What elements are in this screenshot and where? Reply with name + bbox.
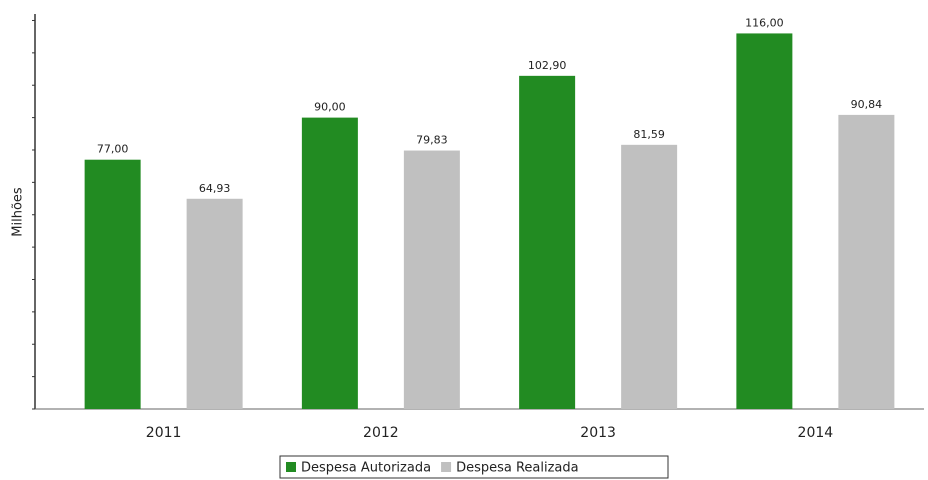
x-tick-label: 2011 xyxy=(146,425,182,441)
bar xyxy=(84,159,141,409)
value-label: 79,83 xyxy=(416,134,448,147)
legend-label: Despesa Realizada xyxy=(456,461,579,476)
value-label: 102,90 xyxy=(528,59,567,72)
value-label: 77,00 xyxy=(97,143,129,156)
legend-label: Despesa Autorizada xyxy=(301,461,431,476)
legend-box xyxy=(279,455,669,479)
x-tick-label: 2012 xyxy=(363,425,399,441)
legend-swatch xyxy=(286,462,296,472)
legend-swatch xyxy=(441,462,452,472)
bar xyxy=(403,150,460,410)
bar xyxy=(301,117,358,409)
value-label: 64,93 xyxy=(199,182,231,195)
x-tick-label: 2013 xyxy=(580,425,616,441)
x-tick-label: 2014 xyxy=(798,425,834,441)
bar xyxy=(838,114,895,409)
y-axis-label: Milhões xyxy=(11,187,26,237)
value-label: 90,84 xyxy=(851,98,883,111)
value-label: 116,00 xyxy=(745,16,784,29)
value-label: 90,00 xyxy=(314,101,346,114)
bar xyxy=(621,144,678,409)
value-label: 81,59 xyxy=(633,128,665,141)
bar xyxy=(519,75,576,410)
bar xyxy=(186,198,243,409)
bar xyxy=(736,33,793,409)
